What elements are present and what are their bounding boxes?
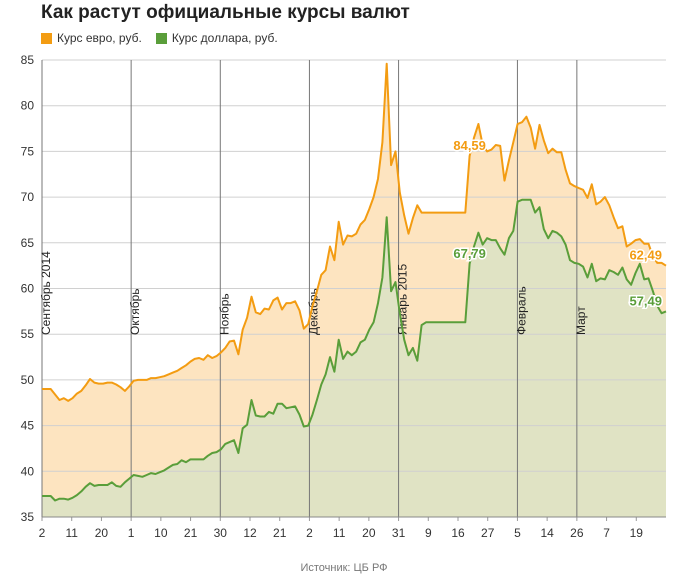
x-tick-label: 2 xyxy=(306,526,313,540)
x-tick-label: 2 xyxy=(39,526,46,540)
usd-swatch-icon xyxy=(155,32,167,44)
month-label: Март xyxy=(574,306,588,335)
annotation-eur-label: 62,49 xyxy=(629,248,662,263)
x-tick-label: 1 xyxy=(128,526,135,540)
source-note: Источник: ЦБ РФ xyxy=(300,562,388,574)
x-tick-label: 16 xyxy=(451,526,465,540)
x-tick-label: 12 xyxy=(243,526,257,540)
x-tick-label: 5 xyxy=(514,526,521,540)
legend-label-eur: Курс евро, руб. xyxy=(57,31,142,45)
legend: Курс евро, руб. Курс доллара, руб. xyxy=(41,31,278,45)
x-tick-label: 20 xyxy=(95,526,109,540)
x-tick-label: 31 xyxy=(392,526,406,540)
annotation-halo: 84,59 xyxy=(453,138,486,153)
y-tick-label: 80 xyxy=(21,99,35,113)
annotation-usd-label: 67,79 xyxy=(453,246,486,261)
x-tick-label: 30 xyxy=(214,526,228,540)
x-tick-label: 20 xyxy=(362,526,376,540)
y-tick-label: 45 xyxy=(21,419,35,433)
month-label: Октябрь xyxy=(128,288,142,335)
y-tick-label: 70 xyxy=(21,190,35,204)
y-tick-label: 50 xyxy=(21,373,35,387)
y-tick-label: 55 xyxy=(21,327,35,341)
x-tick-label: 11 xyxy=(333,526,346,540)
x-tick-label: 9 xyxy=(425,526,432,540)
x-tick-label: 10 xyxy=(154,526,168,540)
x-tick-label: 21 xyxy=(273,526,287,540)
x-tick-label: 27 xyxy=(481,526,495,540)
usd-area xyxy=(42,199,666,518)
legend-label-usd: Курс доллара, руб. xyxy=(171,31,278,45)
y-tick-label: 75 xyxy=(21,144,35,158)
x-tick-label: 26 xyxy=(570,526,584,540)
eur-line xyxy=(42,62,667,402)
x-tick-label: 14 xyxy=(540,526,554,540)
month-label: Февраль xyxy=(514,286,528,335)
x-tick-label: 7 xyxy=(603,526,610,540)
y-tick-label: 40 xyxy=(21,464,35,478)
y-tick-label: 35 xyxy=(21,510,35,524)
annotation-halo: 62,49 xyxy=(629,248,662,263)
month-label: Ноябрь xyxy=(217,293,231,335)
legend-item-usd[interactable]: Курс доллара, руб. xyxy=(155,31,278,45)
month-label: Сентябрь 2014 xyxy=(39,251,53,335)
chart-title: Как растут официальные курсы валют xyxy=(41,2,410,23)
annotation-usd-label: 57,49 xyxy=(629,293,662,308)
eur-swatch-icon xyxy=(41,32,52,44)
annotation-halo: 57,49 xyxy=(629,293,662,308)
annotation-halo: 67,79 xyxy=(453,246,486,261)
y-tick-label: 85 xyxy=(21,53,35,67)
month-label: Январь 2015 xyxy=(396,264,410,335)
month-label: Декабрь xyxy=(306,288,320,335)
legend-item-eur[interactable]: Курс евро, руб. xyxy=(41,31,142,45)
annotation-eur-label: 84,59 xyxy=(453,138,486,153)
y-tick-label: 60 xyxy=(21,282,35,296)
x-tick-label: 19 xyxy=(630,526,644,540)
usd-line xyxy=(42,198,667,502)
x-tick-label: 21 xyxy=(184,526,198,540)
x-tick-label: 11 xyxy=(65,526,78,540)
y-tick-label: 65 xyxy=(21,236,35,250)
